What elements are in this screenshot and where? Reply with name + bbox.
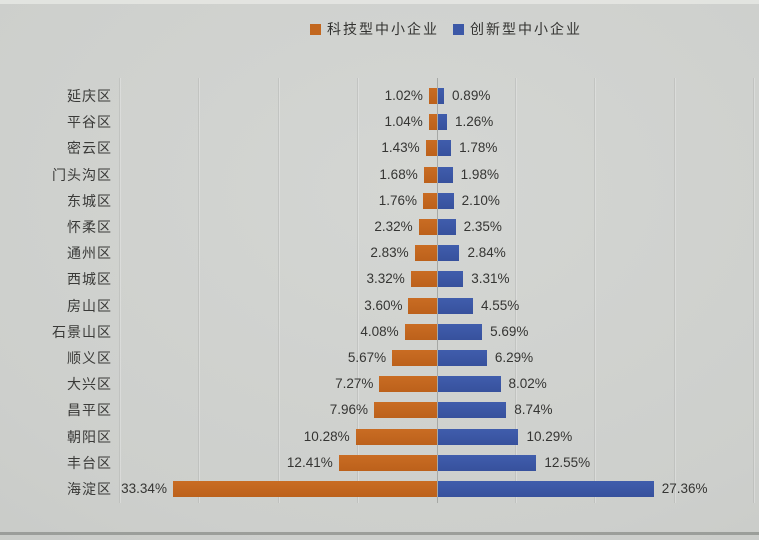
category-label: 石景山区	[52, 323, 112, 340]
category-label: 平谷区	[67, 114, 112, 131]
chart-legend: 科技型中小企业 创新型中小企业	[310, 19, 582, 39]
value-label-innov: 5.69%	[490, 323, 529, 339]
value-label-innov: 4.55%	[481, 297, 520, 313]
bar-innov	[437, 219, 456, 235]
value-label-tech: 33.34%	[121, 481, 167, 496]
category-label: 通州区	[67, 245, 112, 262]
category-label: 大兴区	[67, 376, 112, 393]
gridline	[752, 78, 755, 503]
bar-tech	[418, 219, 437, 235]
category-label: 门头沟区	[52, 166, 112, 183]
bar-tech	[408, 297, 437, 314]
bar-innov	[437, 428, 519, 445]
category-label: 延庆区	[67, 88, 112, 104]
value-label-innov: 2.84%	[467, 245, 506, 261]
gridline	[594, 78, 597, 503]
category-label: 昌平区	[67, 402, 112, 419]
value-label-innov: 8.74%	[514, 402, 553, 418]
gridline	[277, 78, 280, 503]
bar-tech	[428, 88, 437, 104]
value-label-innov: 3.31%	[471, 271, 510, 287]
bar-innov	[437, 271, 464, 288]
category-label: 朝阳区	[67, 428, 112, 445]
value-label-innov: 12.55%	[544, 454, 591, 470]
photo-top-edge	[0, 0, 759, 4]
gridline	[119, 78, 122, 503]
category-label: 西城区	[67, 271, 112, 288]
value-label-tech: 5.67%	[347, 350, 387, 365]
gridline	[515, 78, 518, 503]
bar-tech	[423, 192, 437, 209]
value-label-tech: 3.32%	[366, 271, 405, 287]
value-label-innov: 2.35%	[463, 219, 502, 234]
value-label-innov: 1.78%	[459, 140, 498, 156]
bar-tech	[373, 402, 437, 419]
center-axis-line	[437, 78, 438, 503]
bar-innov	[437, 192, 454, 209]
category-label: 怀柔区	[67, 219, 112, 235]
category-label: 房山区	[67, 297, 112, 314]
category-label: 海淀区	[67, 481, 112, 497]
bar-innov	[437, 140, 452, 157]
bar-innov	[437, 481, 654, 497]
bar-tech	[355, 428, 437, 445]
bar-innov	[437, 245, 460, 262]
value-label-tech: 7.27%	[335, 376, 374, 392]
bar-innov	[437, 114, 447, 131]
bar-tech	[428, 114, 437, 131]
value-label-innov: 2.10%	[461, 192, 500, 208]
legend-swatch-innov-icon	[453, 23, 464, 35]
category-label: 丰台区	[67, 454, 112, 471]
legend-swatch-tech-icon	[310, 23, 321, 35]
bar-tech	[392, 350, 437, 366]
value-label-tech: 1.43%	[381, 140, 420, 156]
bar-tech	[338, 454, 437, 471]
value-label-tech: 2.32%	[374, 219, 413, 234]
value-label-tech: 1.68%	[379, 166, 418, 182]
value-label-tech: 1.04%	[384, 114, 423, 130]
bar-tech	[423, 166, 437, 183]
value-label-tech: 10.28%	[303, 428, 350, 444]
bar-innov	[437, 454, 537, 471]
value-label-innov: 0.89%	[452, 88, 491, 103]
bar-tech	[425, 140, 437, 157]
bar-innov	[437, 166, 453, 183]
bar-tech	[410, 271, 437, 288]
value-label-tech: 12.41%	[286, 454, 333, 470]
bar-tech	[172, 481, 437, 497]
bar-tech	[379, 376, 437, 393]
bar-tech	[404, 323, 437, 340]
value-label-tech: 7.96%	[329, 402, 368, 418]
legend-label-innov: 创新型中小企业	[470, 21, 582, 37]
value-label-tech: 3.60%	[364, 297, 403, 313]
bar-innov	[437, 88, 445, 104]
value-label-innov: 1.26%	[454, 114, 494, 130]
legend-item-tech: 科技型中小企业	[310, 19, 439, 39]
value-label-innov: 8.02%	[508, 376, 547, 392]
category-label: 东城区	[67, 192, 112, 209]
value-label-tech: 4.08%	[360, 323, 399, 339]
legend-item-innov: 创新型中小企业	[453, 19, 582, 39]
gridline	[356, 78, 359, 503]
value-label-innov: 6.29%	[494, 350, 534, 365]
bar-innov	[437, 402, 507, 419]
bar-tech	[414, 245, 437, 262]
value-label-innov: 10.29%	[526, 428, 573, 444]
bar-innov	[437, 323, 483, 340]
category-label: 密云区	[67, 140, 112, 157]
value-label-innov: 27.36%	[661, 481, 708, 496]
bar-innov	[437, 376, 501, 393]
photo-bottom-edge	[0, 532, 759, 535]
gridline	[198, 78, 201, 503]
value-label-tech: 2.83%	[370, 245, 409, 261]
value-label-tech: 1.02%	[384, 88, 423, 103]
gridline	[673, 78, 676, 503]
category-label: 顺义区	[67, 350, 112, 366]
value-label-innov: 1.98%	[460, 166, 499, 182]
bar-innov	[437, 297, 474, 314]
value-label-tech: 1.76%	[378, 192, 418, 208]
legend-label-tech: 科技型中小企业	[327, 21, 439, 37]
bar-innov	[437, 350, 487, 366]
